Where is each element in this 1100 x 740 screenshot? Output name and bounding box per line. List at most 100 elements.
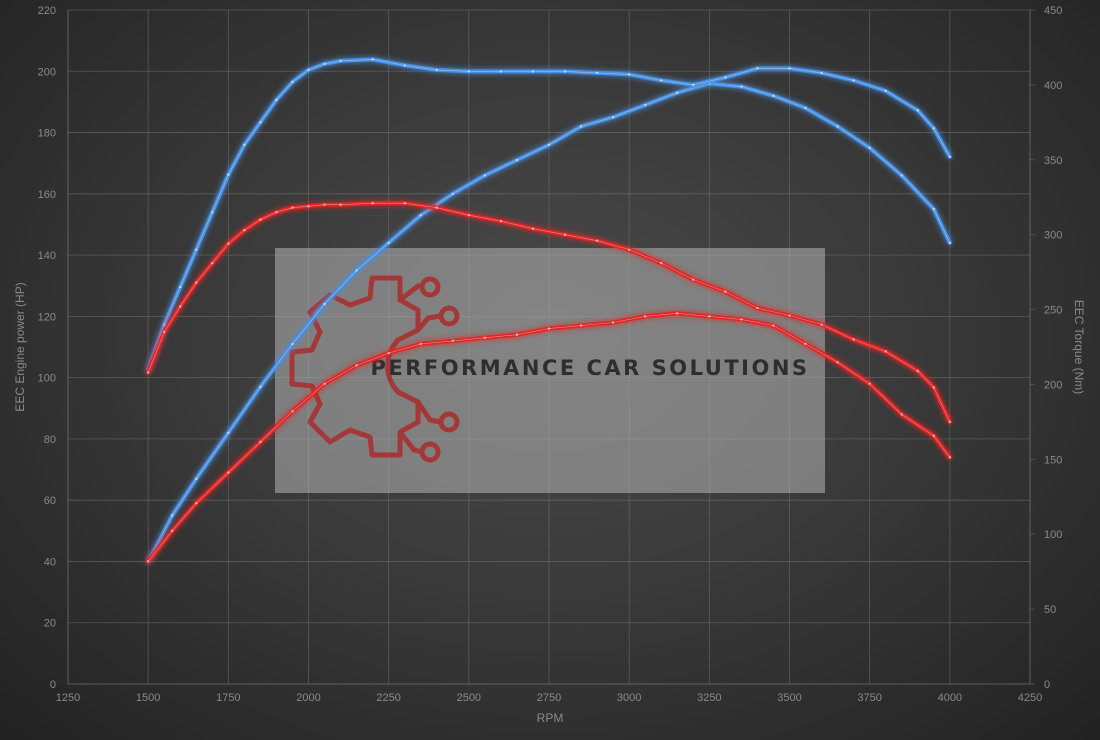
data-point	[387, 241, 390, 245]
data-point	[740, 318, 743, 321]
y-left-tick-label: 120	[38, 311, 56, 323]
data-point	[884, 350, 887, 353]
y-right-tick-label: 200	[1044, 379, 1062, 391]
y-left-tick-label: 20	[44, 618, 56, 630]
data-point	[932, 386, 935, 389]
data-point	[852, 79, 855, 82]
data-point	[371, 58, 374, 61]
data-point	[291, 410, 294, 413]
x-tick-label: 1750	[216, 692, 240, 704]
data-point	[499, 219, 503, 223]
data-point	[563, 70, 567, 73]
x-tick-label: 4000	[938, 692, 962, 704]
data-point	[660, 79, 663, 82]
data-point	[579, 324, 583, 327]
data-point	[531, 70, 535, 73]
data-point	[868, 382, 871, 385]
data-point	[275, 211, 278, 214]
data-point	[627, 73, 631, 76]
data-point	[291, 342, 294, 346]
data-point	[451, 192, 454, 196]
data-point	[772, 94, 775, 97]
data-point	[900, 413, 903, 416]
y-left-tick-label: 80	[44, 434, 56, 446]
data-point	[403, 202, 406, 205]
data-point	[323, 382, 326, 385]
y-left-tick-label: 200	[38, 66, 56, 78]
data-point	[419, 342, 422, 346]
data-point	[355, 364, 358, 367]
data-point	[724, 290, 727, 293]
x-tick-label: 2750	[537, 692, 561, 704]
watermark: PERFORMANCE CAR SOLUTIONS	[275, 248, 825, 493]
y-left-tick-label: 160	[38, 189, 56, 201]
data-point	[611, 321, 615, 324]
data-point	[435, 68, 438, 72]
data-point	[195, 281, 198, 284]
data-point	[515, 158, 519, 162]
tuned-torque-series	[146, 57, 952, 372]
data-point	[195, 248, 198, 251]
y-right-tick-label: 250	[1044, 305, 1062, 317]
data-point	[708, 315, 711, 318]
data-point	[676, 91, 679, 94]
data-point	[163, 330, 166, 334]
data-point	[804, 342, 807, 346]
data-point	[804, 106, 807, 110]
data-point	[355, 269, 358, 272]
data-point	[291, 80, 294, 84]
data-point	[660, 261, 663, 265]
watermark-panel	[275, 248, 825, 493]
data-point	[788, 67, 791, 70]
data-point	[644, 103, 647, 107]
data-point	[579, 125, 583, 128]
data-point	[171, 529, 174, 533]
data-point	[323, 203, 326, 206]
data-point	[676, 312, 679, 315]
x-tick-label: 1500	[136, 692, 160, 704]
data-point	[932, 434, 935, 438]
data-point	[259, 218, 262, 221]
y-right-tick-label: 450	[1044, 5, 1062, 17]
data-point	[836, 125, 839, 128]
data-point	[339, 59, 342, 63]
data-point	[547, 143, 551, 146]
data-point	[227, 471, 230, 474]
data-point	[227, 173, 230, 176]
data-point	[868, 146, 871, 150]
data-point	[171, 514, 174, 517]
y-right-axis-title: EEC Torque (Nm)	[1072, 300, 1086, 394]
data-point	[547, 327, 551, 330]
data-point	[179, 305, 182, 308]
data-point	[339, 203, 342, 206]
x-tick-label: 3250	[697, 692, 721, 704]
stock-power-series	[146, 311, 952, 564]
data-point	[836, 361, 839, 364]
data-point	[467, 70, 471, 73]
data-point	[884, 89, 887, 93]
x-tick-label: 3750	[857, 692, 881, 704]
y-left-tick-label: 180	[38, 128, 56, 140]
data-point	[916, 369, 919, 373]
data-point	[243, 143, 246, 146]
data-point	[195, 502, 198, 505]
y-left-tick-label: 40	[44, 556, 56, 568]
data-point	[499, 70, 503, 73]
data-point	[387, 351, 390, 355]
y-right-tick-label: 400	[1044, 80, 1062, 92]
y-left-tick-label: 60	[44, 495, 56, 507]
data-point	[259, 385, 262, 389]
data-point	[644, 315, 647, 318]
data-point	[756, 306, 759, 310]
x-axis-title: RPM	[537, 711, 564, 725]
data-point	[323, 62, 326, 66]
data-point	[227, 431, 230, 434]
data-point	[948, 241, 952, 245]
x-tick-label: 3500	[777, 692, 801, 704]
data-point	[323, 302, 326, 306]
data-point	[756, 67, 759, 70]
data-point	[291, 206, 294, 209]
y-right-tick-label: 150	[1044, 454, 1062, 466]
x-tick-label: 1250	[56, 692, 80, 704]
